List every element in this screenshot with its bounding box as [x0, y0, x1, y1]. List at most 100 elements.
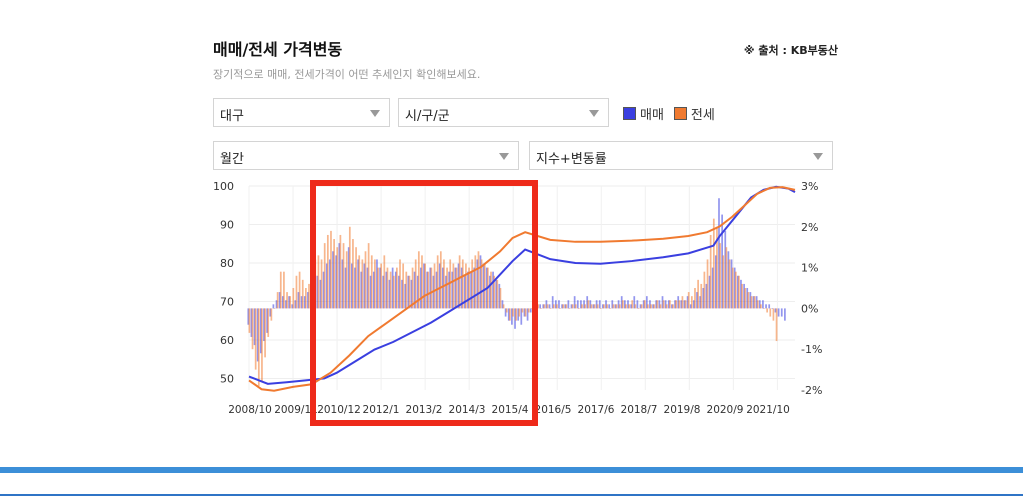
bar-sale — [539, 304, 541, 309]
bar-jeonse — [574, 304, 577, 309]
legend-label-jeonse: 전세 — [690, 108, 715, 123]
bar-sale — [743, 283, 745, 309]
bar-jeonse — [599, 308, 602, 309]
bar-jeonse — [540, 308, 543, 309]
bar-sale — [394, 271, 397, 309]
bar-sale — [300, 296, 303, 309]
bar-sale — [350, 263, 353, 309]
bar-sale — [247, 308, 250, 325]
bar-jeonse — [458, 255, 461, 309]
bar-sale — [272, 304, 275, 309]
bar-jeonse — [578, 308, 580, 309]
bar-jeonse — [697, 279, 699, 309]
bar-jeonse — [490, 271, 492, 309]
bar-jeonse — [468, 267, 470, 309]
period-select[interactable]: 월간 — [213, 141, 519, 170]
bar-jeonse — [336, 247, 339, 309]
bar-sale — [740, 279, 742, 309]
chart-legend: 매매 전세 — [623, 104, 725, 123]
bar-jeonse — [471, 259, 474, 309]
bar-jeonse — [628, 304, 630, 309]
bar-sale — [325, 263, 328, 309]
bar-jeonse — [725, 247, 728, 309]
bar-sale — [338, 243, 341, 309]
bar-sale — [630, 304, 632, 309]
bar-jeonse — [305, 288, 307, 309]
bar-jeonse — [427, 271, 430, 309]
bar-jeonse — [756, 300, 759, 309]
bar-sale — [714, 255, 717, 309]
bar-jeonse — [355, 247, 357, 309]
line-sale — [248, 185, 796, 385]
bar-jeonse — [515, 308, 517, 321]
bar-jeonse — [276, 292, 279, 309]
bar-sale — [614, 304, 617, 309]
bar-jeonse — [706, 259, 709, 309]
bar-jeonse — [678, 300, 681, 309]
x-tick-label: 2014/3 — [449, 404, 486, 416]
bar-jeonse — [339, 234, 342, 309]
bar-sale — [517, 308, 520, 321]
bar-sale — [426, 271, 429, 309]
x-tick-label: 2016/5 — [535, 404, 572, 416]
bar-jeonse — [662, 300, 665, 309]
bar-jeonse — [744, 288, 747, 309]
bar-sale — [445, 275, 447, 309]
bar-jeonse — [530, 308, 533, 309]
bar-jeonse — [690, 296, 693, 309]
bar-sale — [733, 267, 736, 309]
bar-jeonse — [465, 263, 467, 309]
bar-sale — [696, 292, 698, 309]
bar-jeonse — [342, 243, 345, 309]
bar-jeonse — [273, 308, 276, 309]
legend-item-jeonse[interactable]: 전세 — [673, 104, 715, 123]
bar-jeonse — [546, 304, 549, 309]
bar-jeonse — [414, 259, 417, 309]
bar-sale — [583, 300, 585, 309]
region-select[interactable]: 대구 — [213, 98, 390, 127]
x-tick-label: 2012/1 — [363, 404, 400, 416]
bar-sale — [420, 267, 422, 309]
bar-sale — [341, 259, 344, 309]
bar-sale — [448, 271, 450, 309]
bar-jeonse — [455, 267, 458, 309]
source-note: ※ 출처 : KB부동산 — [743, 44, 838, 57]
district-select[interactable]: 시/구/군 — [398, 98, 609, 127]
bar-jeonse — [760, 304, 762, 309]
bar-jeonse — [261, 308, 263, 382]
bar-jeonse — [267, 308, 270, 337]
bar-sale — [316, 275, 319, 309]
bar-sale — [727, 251, 730, 309]
bar-sale — [598, 300, 601, 309]
bar-jeonse — [317, 255, 320, 309]
bar-sale — [542, 304, 545, 309]
bar-sale — [416, 275, 419, 309]
bar-jeonse — [675, 300, 678, 309]
bar-jeonse — [374, 259, 376, 309]
bar-jeonse — [348, 226, 351, 309]
bar-sale — [281, 296, 284, 309]
bar-sale — [586, 296, 589, 309]
bar-sale — [253, 308, 256, 346]
bar-sale — [642, 300, 645, 309]
bar-jeonse — [370, 255, 373, 309]
bar-sale — [592, 304, 595, 309]
y-left-tick-label: 90 — [220, 218, 234, 231]
bar-sale — [573, 296, 576, 309]
bar-sale — [423, 263, 425, 309]
period-select-value: 월간 — [220, 152, 244, 167]
bar-sale — [708, 275, 711, 309]
bar-sale — [686, 296, 689, 309]
bar-jeonse — [399, 259, 401, 309]
bar-jeonse — [405, 271, 408, 309]
bar-jeonse — [377, 267, 379, 309]
bar-sale — [489, 275, 491, 309]
bar-sale — [514, 308, 516, 329]
bar-jeonse — [389, 271, 392, 309]
metric-select[interactable]: 지수+변동률 — [529, 141, 833, 170]
x-tick-label: 2018/7 — [621, 404, 658, 416]
bar-jeonse — [386, 267, 389, 309]
bar-sale — [762, 300, 764, 309]
bar-jeonse — [700, 283, 703, 309]
legend-item-sale[interactable]: 매매 — [623, 104, 664, 123]
